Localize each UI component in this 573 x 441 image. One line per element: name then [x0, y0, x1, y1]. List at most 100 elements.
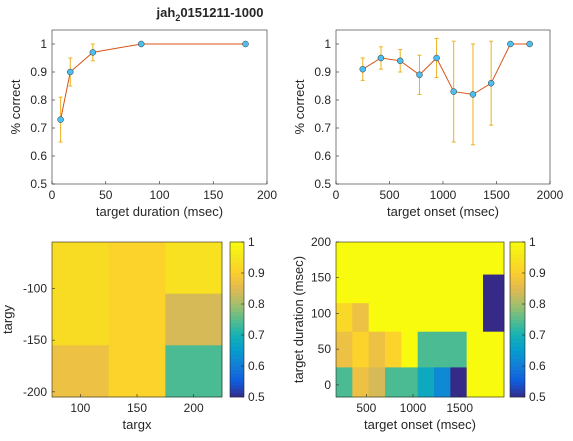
x-tick-label: 1500: [446, 401, 473, 415]
heatmap-cell: [352, 274, 370, 304]
colorbar-segment: [510, 338, 525, 344]
colorbar-segment: [510, 257, 525, 262]
colorbar-segment: [230, 350, 244, 355]
colorbar-tick-label: 1: [248, 235, 255, 249]
x-tick-label: 500: [356, 401, 376, 415]
data-point: [487, 79, 495, 87]
x-tick-label: 200: [184, 401, 204, 415]
colorbar-segment: [510, 295, 525, 301]
data-point: [526, 40, 533, 48]
colorbar-segment: [510, 323, 525, 328]
y-tick-label: 0.7: [30, 121, 47, 135]
colorbar-segment: [510, 284, 525, 289]
colorbar-segment: [510, 245, 525, 251]
y-tick-label: -100: [23, 282, 47, 296]
heatmap-cell: [165, 242, 223, 295]
heatmap-cell: [450, 331, 468, 368]
heatmap-cell: [466, 331, 484, 368]
heatmap-cell: [336, 242, 353, 275]
position-heatmap: 100 150 200 -100 -150 -200 targx targy 0.5 0.6 0.7…: [0, 235, 265, 432]
colorbar-segment: [510, 272, 525, 278]
data-point: [433, 54, 440, 62]
colorbar-segment: [230, 377, 244, 382]
y-tick-label: 0: [324, 378, 331, 392]
heatmap-cell: [483, 367, 505, 398]
y-tick-label: 0.5: [30, 177, 47, 191]
colorbar-segment: [510, 241, 525, 247]
colorbar-segment: [230, 385, 244, 390]
heatmap-cell: [368, 274, 386, 304]
data-point: [67, 68, 74, 76]
colorbar-segment: [510, 319, 525, 324]
colorbar-box: [229, 241, 245, 398]
colorbar-segment: [510, 315, 525, 320]
colorbar-segment: [230, 342, 244, 347]
colorbar-tick-label: 0.9: [529, 266, 546, 280]
y-tick-label: 0.6: [314, 149, 331, 163]
x-tick-label: 1000: [400, 401, 427, 415]
heatmap-cell: [336, 331, 353, 368]
y-axis-label: targy: [0, 305, 15, 334]
heatmap-cell: [336, 367, 353, 398]
heatmap-cell: [434, 242, 451, 275]
colorbar-segment: [230, 284, 244, 289]
colorbar-segment: [510, 392, 525, 398]
colorbar-segment: [510, 385, 525, 390]
colorbar-segment: [510, 261, 525, 266]
heatmap-cell: [417, 302, 435, 332]
colorbar-segment: [230, 354, 244, 359]
colorbar-segment: [230, 288, 244, 293]
colorbar-segment: [230, 257, 244, 262]
heatmap-cell: [483, 331, 505, 368]
colorbar-segment: [230, 338, 244, 344]
x-axis-label: targx: [123, 417, 152, 432]
y-tick-label: 50: [318, 342, 332, 356]
colorbar-tick-label: 0.9: [248, 266, 265, 280]
colorbar-segment: [510, 253, 525, 258]
colorbar-segment: [230, 365, 244, 371]
heatmap-cell: [483, 302, 505, 332]
colorbar-segment: [510, 373, 525, 378]
colorbar-segment: [510, 365, 525, 371]
colorbar-segment: [230, 357, 244, 363]
heatmap-cell: [466, 274, 484, 304]
heatmap-cell: [385, 331, 402, 368]
x-tick-label: 1000: [430, 188, 457, 202]
colorbar-segment: [510, 264, 525, 270]
heatmap-cell: [466, 302, 484, 332]
data-point: [242, 40, 249, 48]
heatmap-cell: [368, 367, 386, 398]
x-axis-label: target onset (msec): [387, 204, 499, 219]
y-tick-label: 0.8: [30, 93, 47, 107]
y-tick-label: 100: [311, 306, 331, 320]
colorbar-tick-label: 0.6: [248, 359, 265, 373]
heatmap-cell: [401, 274, 419, 304]
data-point: [57, 116, 64, 123]
heatmap-cell: [385, 242, 402, 275]
colorbar-segment: [230, 315, 244, 320]
colorbar-segment: [230, 373, 244, 378]
colorbar-segment: [510, 288, 525, 293]
heatmap-cell: [336, 274, 353, 304]
series-line: [362, 43, 530, 95]
data-point: [89, 49, 97, 56]
colorbar-segment: [230, 334, 244, 340]
heatmap-cell: [466, 242, 484, 275]
heatmap-cell: [385, 367, 402, 398]
heatmap-cell: [352, 331, 370, 368]
colorbar-tick-label: 0.8: [529, 297, 546, 311]
x-tick-label: 2000: [537, 188, 564, 202]
y-tick-label: 200: [311, 235, 331, 249]
x-tick-label: 100: [70, 401, 90, 415]
colorbar-segment: [510, 326, 525, 332]
duration-accuracy-plot: 0 50 100 150 200 0.5 0.6 0.7 0.8 0.9 1 target durat…: [8, 29, 277, 219]
data-point: [137, 40, 145, 48]
heatmap-cell: [417, 367, 435, 398]
axes-box: [51, 29, 268, 185]
heatmap-cell: [52, 242, 110, 295]
colorbar-segment: [510, 381, 525, 386]
figure-title: jah20151211-1000: [156, 5, 264, 23]
colorbar-segment: [510, 249, 525, 254]
heatmap-cell: [401, 242, 419, 275]
onset-accuracy-plot: 0 500 1000 1500 2000 0.5 0.6 0.7 0.8 0.9 1 target o…: [292, 29, 564, 219]
